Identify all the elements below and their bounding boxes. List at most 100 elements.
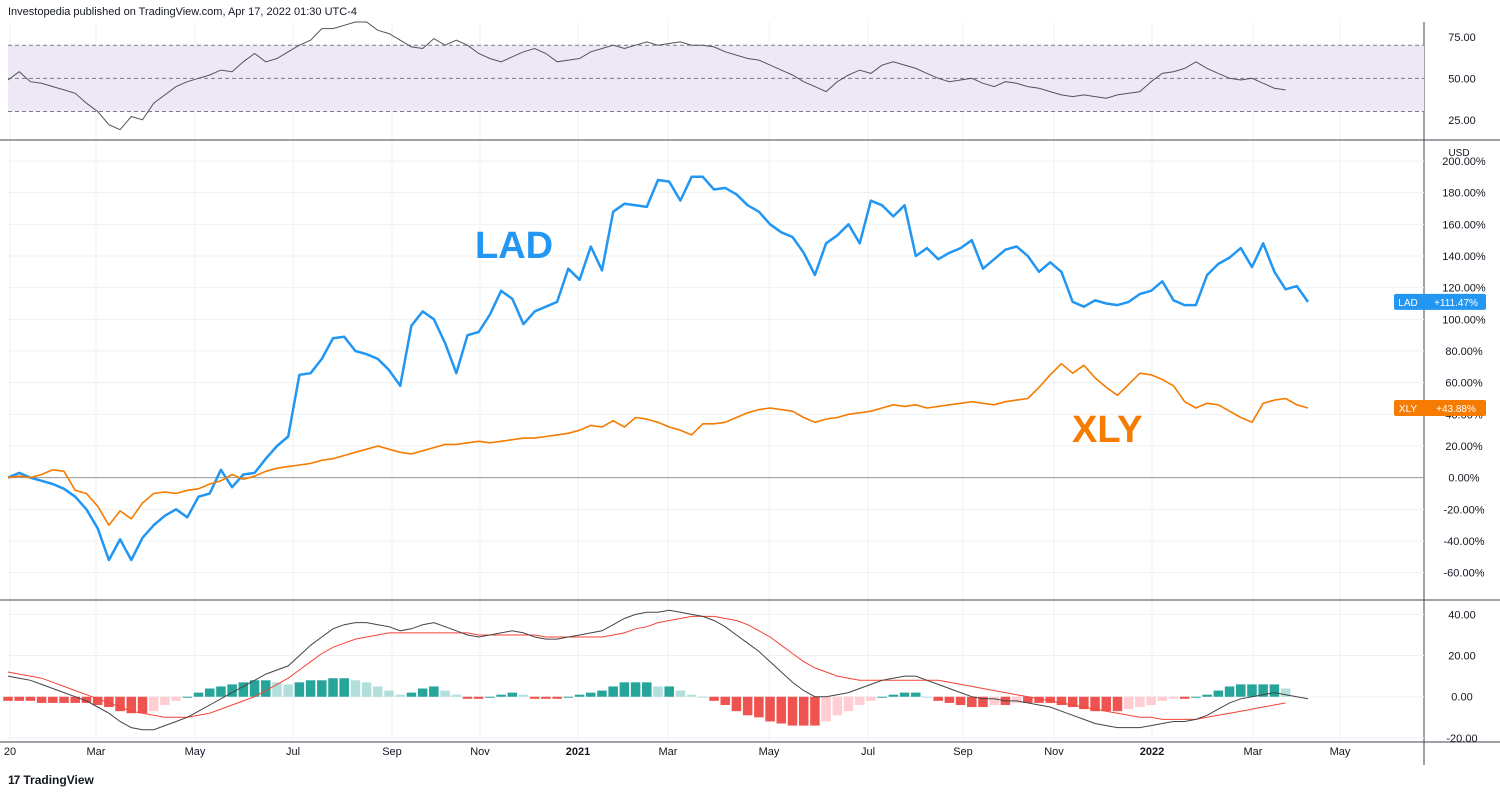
- macd-histogram-bar: [978, 696, 988, 708]
- x-tick-label: Mar: [87, 746, 106, 758]
- macd-histogram-bar: [81, 696, 92, 703]
- macd-histogram-bar: [14, 696, 24, 701]
- macd-histogram-bar: [384, 690, 394, 697]
- macd-histogram-bar: [1056, 696, 1067, 705]
- macd-histogram-bar: [462, 696, 473, 699]
- macd-histogram-bar: [720, 696, 731, 705]
- macd-histogram-bar: [1146, 696, 1156, 705]
- price-y-tick: -60.00%: [1444, 568, 1485, 580]
- macd-histogram-bar: [227, 684, 237, 697]
- macd-histogram-bar: [1011, 696, 1022, 703]
- macd-histogram-bar: [967, 696, 977, 708]
- macd-histogram-bar: [48, 696, 58, 703]
- macd-histogram-bar: [933, 696, 943, 701]
- macd-histogram-bar: [910, 692, 921, 697]
- macd-histogram-bar: [70, 696, 81, 703]
- macd-histogram-bar: [742, 696, 753, 716]
- macd-histogram-bar: [305, 680, 316, 697]
- price-y-tick: 160.00%: [1442, 219, 1486, 231]
- macd-histogram-bar: [1191, 696, 1201, 698]
- macd-histogram-bar: [642, 682, 652, 697]
- macd-histogram-bar: [821, 696, 831, 722]
- x-tick-label: Mar: [1244, 746, 1263, 758]
- macd-histogram-bar: [653, 686, 663, 697]
- macd-histogram-bar: [294, 682, 305, 697]
- rsi-pane: [7, 21, 1424, 131]
- macd-histogram-bar: [417, 688, 428, 697]
- badge-lad: [1394, 293, 1486, 310]
- x-tick-label: Sep: [382, 746, 402, 758]
- price-y-tick: 20.00%: [1445, 441, 1483, 453]
- macd-pane: [3, 609, 1309, 731]
- macd-histogram-bar: [630, 682, 641, 697]
- macd-histogram-bar: [731, 696, 742, 712]
- macd-histogram-bar: [507, 692, 518, 697]
- macd-histogram-bar: [283, 684, 293, 697]
- macd-histogram-bar: [877, 696, 887, 698]
- macd-histogram-bar: [541, 696, 551, 699]
- macd-histogram-bar: [1269, 684, 1280, 697]
- macd-histogram-bar: [1258, 684, 1268, 697]
- macd-histogram-bar: [552, 696, 562, 699]
- macd-histogram-bar: [1213, 690, 1224, 697]
- published-by-header: Investopedia published on TradingView.co…: [8, 6, 357, 18]
- macd-histogram-bar: [1034, 696, 1044, 703]
- rsi-line: [7, 21, 1286, 131]
- macd-histogram-bar: [339, 678, 349, 697]
- badge-xly: [1394, 400, 1486, 416]
- macd-histogram-bar: [473, 696, 484, 699]
- macd-histogram-bar: [709, 696, 719, 701]
- macd-histogram-bar: [373, 686, 383, 697]
- x-tick-label: Mar: [659, 746, 678, 758]
- price-y-tick: 60.00%: [1445, 378, 1483, 390]
- macd-histogram-bar: [440, 690, 450, 697]
- macd-histogram-bar: [810, 696, 820, 726]
- macd-histogram-bar: [989, 696, 999, 705]
- badge-ticker-lad: LAD: [1398, 298, 1417, 309]
- footer-brand[interactable]: 17 TradingView: [8, 773, 94, 787]
- macd-histogram-bar: [664, 686, 674, 697]
- x-tick-label: May: [185, 746, 206, 758]
- macd-histogram-bar: [3, 696, 13, 701]
- x-tick-label: 20: [4, 746, 16, 758]
- grid-layer: [0, 22, 1500, 765]
- macd-histogram-bar: [899, 692, 910, 697]
- macd-histogram-bar: [1023, 696, 1033, 703]
- macd-histogram-bar: [1280, 688, 1291, 697]
- macd-histogram-bar: [1101, 696, 1112, 712]
- x-tick-label: Jul: [861, 746, 875, 758]
- price-y-tick: 100.00%: [1442, 314, 1486, 326]
- macd-histogram-bar: [204, 688, 215, 697]
- macd-histogram-bar: [1090, 696, 1100, 712]
- price-y-tick: 180.00%: [1442, 188, 1486, 200]
- price-y-tick: 120.00%: [1442, 283, 1486, 295]
- x-tick-label: 2022: [1140, 746, 1164, 758]
- macd-histogram-bar: [1224, 686, 1235, 697]
- macd-y-tick: 40.00: [1448, 609, 1476, 621]
- tradingview-logo-icon: 17: [8, 773, 20, 787]
- macd-histogram-bar: [529, 696, 540, 699]
- macd-histogram-bar: [1079, 696, 1089, 710]
- macd-histogram-bar: [182, 696, 193, 698]
- macd-histogram-bar: [328, 678, 338, 697]
- macd-histogram-bar: [137, 696, 148, 714]
- macd-histogram-bar: [888, 694, 899, 697]
- x-tick-label: Nov: [1044, 746, 1064, 758]
- macd-histogram-bar: [765, 696, 775, 722]
- macd-histogram-bar: [686, 694, 697, 697]
- macd-y-tick: 20.00: [1448, 651, 1476, 663]
- macd-histogram-bar: [1112, 696, 1123, 712]
- price-y-tick: 200.00%: [1442, 156, 1486, 168]
- x-tick-label: Jul: [286, 746, 300, 758]
- badge-value-lad: +111.47%: [1434, 298, 1478, 309]
- macd-histogram-bar: [798, 696, 809, 726]
- macd-histogram-bar: [36, 696, 47, 703]
- macd-histogram-bar: [1067, 696, 1078, 708]
- macd-histogram-bar: [1247, 684, 1257, 697]
- macd-histogram-bar: [238, 682, 249, 697]
- price-y-tick: 80.00%: [1445, 346, 1483, 358]
- x-tick-label: 2021: [566, 746, 590, 758]
- series-line-xly: [7, 362, 1309, 527]
- macd-y-tick: 0.00: [1451, 692, 1472, 704]
